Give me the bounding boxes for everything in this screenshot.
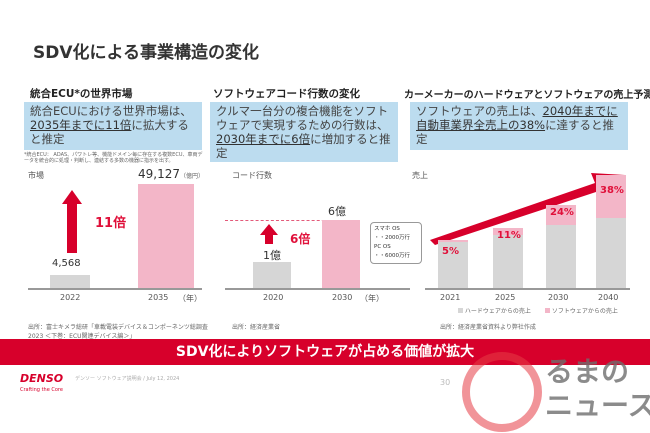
legend-software: ソフトウェアからの売上 — [545, 306, 618, 315]
denso-tagline: Crafting the Core — [20, 387, 63, 393]
panel3-bar-hardware — [546, 224, 576, 288]
panel3-bar-hardware — [493, 234, 523, 288]
panel1-footnote: *統合ECU： ADAS、パワトレ等、機能ドメイン毎に存在する複数ECU、車両デ… — [24, 152, 203, 164]
panel3-share-label: 24% — [550, 207, 574, 218]
panel2-axis — [225, 288, 410, 290]
panel3-year: 2021 — [440, 293, 461, 302]
panel2-value-2020: 1億 — [263, 249, 281, 262]
panel1-multiplier: 11倍 — [95, 216, 127, 231]
panel3-share-label: 38% — [600, 185, 624, 196]
panel3-share-label: 5% — [442, 246, 459, 257]
page-title: SDV化による事業構造の変化 — [33, 43, 260, 63]
panel1-year: 2035 — [148, 293, 169, 302]
panel3-bar-software — [438, 240, 468, 243]
panel3-bar-hardware — [596, 217, 626, 288]
event-label: デンソー ソフトウェア説明会 / July 12, 2024 — [75, 376, 180, 382]
arrow-up-icon — [62, 190, 82, 204]
panel3-year: 2025 — [495, 293, 516, 302]
panel3-year: 2040 — [598, 293, 619, 302]
panel2-year: 2020 — [263, 293, 284, 302]
panel2-summary: クルマ一台分の複合機能をソフトウェアで実現するための行数は、2030年までに6倍… — [210, 102, 398, 162]
panel3-bar-software — [493, 228, 523, 235]
panel1-unit: （億円） — [180, 173, 205, 180]
panel1-year: 2022 — [60, 293, 81, 302]
panel2-value-2030: 6億 — [328, 205, 346, 218]
panel2-bar-2020 — [253, 262, 291, 288]
panel3-heading: カーメーカーのハードウェアとソフトウェアの売上予測 — [404, 90, 650, 101]
denso-logo: DENSO — [20, 372, 64, 385]
panel1-year-unit: （年） — [178, 294, 202, 303]
os-lines-callout: スマホ OS ・・2000万行 PC OS ・・6000万行 — [370, 222, 422, 264]
legend-hardware: ハードウェアからの売上 — [458, 306, 531, 315]
panel1-bar-2035 — [138, 184, 194, 288]
watermark-logo-icon — [462, 352, 542, 432]
panel3-axis — [425, 288, 630, 290]
panel1-ylabel: 市場 — [28, 171, 44, 180]
panel3-summary: ソフトウェアの売上は、2040年までに自動車業界全売上の38%に達すると推定 — [410, 102, 628, 150]
dashed-line — [225, 220, 335, 221]
arrow-up-icon — [260, 224, 278, 235]
conclusion-banner: SDV化によりソフトウェアが占める価値が拡大 — [0, 339, 650, 365]
panel2-heading: ソフトウェアコード行数の変化 — [213, 88, 360, 100]
panel3-bar-software — [596, 175, 626, 218]
panel2-year: 2030 — [332, 293, 353, 302]
panel2-bar-2030 — [322, 220, 360, 288]
panel3-bar-hardware — [438, 242, 468, 288]
panel1-value-2035: 49,127 — [138, 167, 180, 181]
panel1-axis — [28, 288, 202, 290]
panel2-year-unit: （年） — [360, 294, 384, 303]
panel1-source: 出所：富士キメラ総研「車載電装デバイス＆コンポーネンツ総調査 2023 ＜下巻：… — [28, 324, 208, 340]
panel3-source: 出所：経済産業省資料より弊社作成 — [440, 324, 536, 331]
arrow-shaft — [265, 235, 273, 244]
panel1-heading: 統合ECU*の世界市場 — [30, 88, 133, 100]
panel1-bar-2022 — [50, 275, 90, 288]
panel1-value-2022: 4,568 — [52, 258, 81, 269]
panel2-source: 出所：経済産業省 — [232, 324, 281, 331]
growth-arrow-icon — [430, 173, 625, 245]
panel3-ylabel: 売上 — [412, 171, 428, 180]
panel3-share-label: 11% — [497, 230, 521, 241]
panel2-ylabel: コード行数 — [232, 171, 272, 180]
panel3-year: 2030 — [548, 293, 569, 302]
watermark-text: るまの ニュース — [545, 355, 650, 422]
page-number: 30 — [440, 378, 451, 387]
panel1-summary: 統合ECUにおける世界市場は、2035年までに11倍に拡大すると推定 — [24, 102, 202, 150]
panel3-bar-software — [546, 205, 576, 225]
panel2-multiplier: 6倍 — [290, 232, 311, 246]
arrow-shaft — [67, 203, 77, 253]
